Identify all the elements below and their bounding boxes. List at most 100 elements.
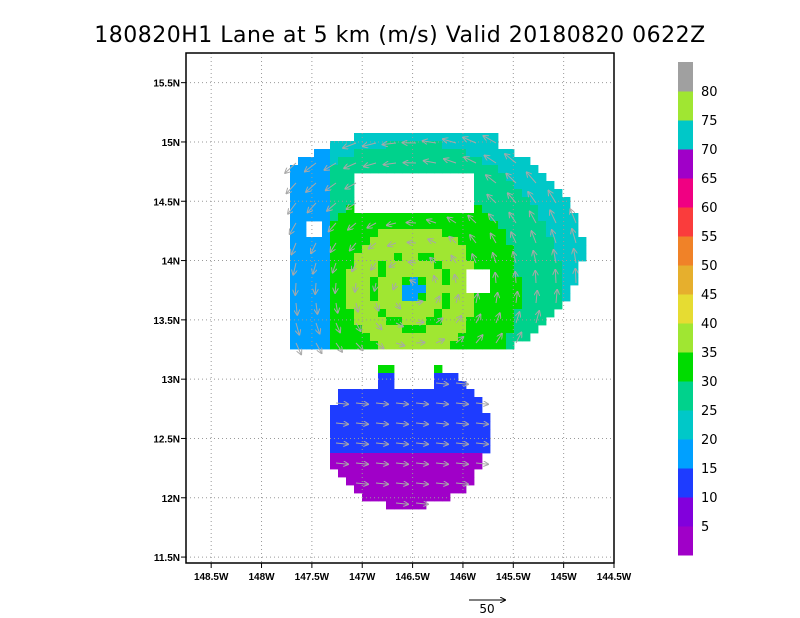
- field-cell: [482, 141, 491, 150]
- field-cell: [306, 309, 315, 318]
- field-cell: [466, 437, 475, 446]
- field-cell: [434, 269, 443, 278]
- field-cell: [434, 157, 443, 166]
- field-cell: [458, 437, 467, 446]
- field-cell: [426, 285, 435, 294]
- field-cell: [354, 389, 363, 398]
- field-cell: [458, 261, 467, 270]
- field-cell: [378, 477, 387, 486]
- field-cell: [418, 413, 427, 422]
- field-cell: [402, 317, 411, 326]
- field-cell: [490, 141, 499, 150]
- wind-vector: [375, 322, 382, 329]
- field-cell: [386, 269, 395, 278]
- wind-vector: [383, 143, 397, 145]
- y-tick-label: 12N: [162, 494, 180, 505]
- field-cell: [442, 221, 451, 230]
- wind-vector: [367, 222, 377, 228]
- field-cell: [378, 437, 387, 446]
- field-cell: [458, 341, 467, 350]
- colorbar-segment: [678, 468, 693, 498]
- field-cell: [474, 325, 483, 334]
- field-cell: [474, 341, 483, 350]
- field-cell: [338, 437, 347, 446]
- field-cell: [562, 277, 571, 286]
- field-cell: [554, 285, 563, 294]
- field-cell: [426, 341, 435, 350]
- colorbar-segment: [678, 352, 693, 382]
- field-cell: [522, 165, 531, 174]
- field-cell: [290, 253, 299, 262]
- field-cell: [570, 277, 579, 286]
- wind-vector: [316, 302, 317, 314]
- field-cell: [386, 325, 395, 334]
- field-cell: [474, 253, 483, 262]
- field-cell: [354, 277, 363, 286]
- field-cell: [378, 469, 387, 478]
- field-cell: [434, 389, 443, 398]
- field-cell: [434, 165, 443, 174]
- field-cell: [450, 277, 459, 286]
- field-cell: [410, 165, 419, 174]
- colorbar-label: 30: [701, 375, 718, 390]
- field-cell: [450, 245, 459, 254]
- wind-vector: [395, 423, 408, 424]
- field-cell: [330, 173, 339, 182]
- field-cell: [370, 229, 379, 238]
- field-cell: [474, 421, 483, 430]
- field-cell: [442, 301, 451, 310]
- field-cell: [466, 301, 475, 310]
- field-cell: [298, 309, 307, 318]
- field-cell: [442, 429, 451, 438]
- field-cell: [546, 205, 555, 214]
- field-cell: [450, 373, 459, 382]
- field-cell: [362, 485, 371, 494]
- wind-vector: [291, 242, 297, 254]
- wind-vector: [350, 242, 357, 250]
- field-cell: [394, 469, 403, 478]
- field-cell: [466, 453, 475, 462]
- field-cell: [370, 141, 379, 150]
- field-cell: [538, 277, 547, 286]
- field-cell: [386, 437, 395, 446]
- field-cell: [442, 373, 451, 382]
- field-cell: [354, 149, 363, 158]
- field-cell: [498, 205, 507, 214]
- field-cell: [538, 269, 547, 278]
- field-cell: [482, 333, 491, 342]
- field-cell: [330, 165, 339, 174]
- field-cell: [538, 317, 547, 326]
- wind-vector: [395, 483, 408, 484]
- wind-vector: [415, 483, 428, 484]
- field-cell: [522, 173, 531, 182]
- field-cell: [378, 269, 387, 278]
- wind-vector: [355, 342, 363, 350]
- field-cell: [466, 229, 475, 238]
- field-cell: [330, 237, 339, 246]
- field-cell: [482, 325, 491, 334]
- wind-vector: [485, 156, 497, 164]
- wind-vector: [505, 154, 517, 164]
- wind-vector: [415, 322, 424, 323]
- wind-vector: [470, 235, 477, 244]
- field-cell: [434, 461, 443, 470]
- wind-vector: [311, 242, 317, 253]
- field-cell: [434, 493, 443, 502]
- wind-vector: [456, 295, 458, 304]
- field-cell: [442, 469, 451, 478]
- colorbar-segment: [678, 236, 693, 266]
- field-cell: [482, 237, 491, 246]
- field-cell: [370, 253, 379, 262]
- y-tick-label: 15N: [162, 138, 180, 149]
- field-cell: [338, 389, 347, 398]
- field-cell: [474, 157, 483, 166]
- field-cell: [298, 237, 307, 246]
- wind-vector: [335, 342, 342, 352]
- field-cell: [386, 381, 395, 390]
- wind-vector: [305, 162, 317, 171]
- x-tick-label: 147W: [349, 572, 376, 583]
- field-cell: [538, 173, 547, 182]
- wind-vector: [410, 280, 417, 283]
- field-cell: [538, 221, 547, 230]
